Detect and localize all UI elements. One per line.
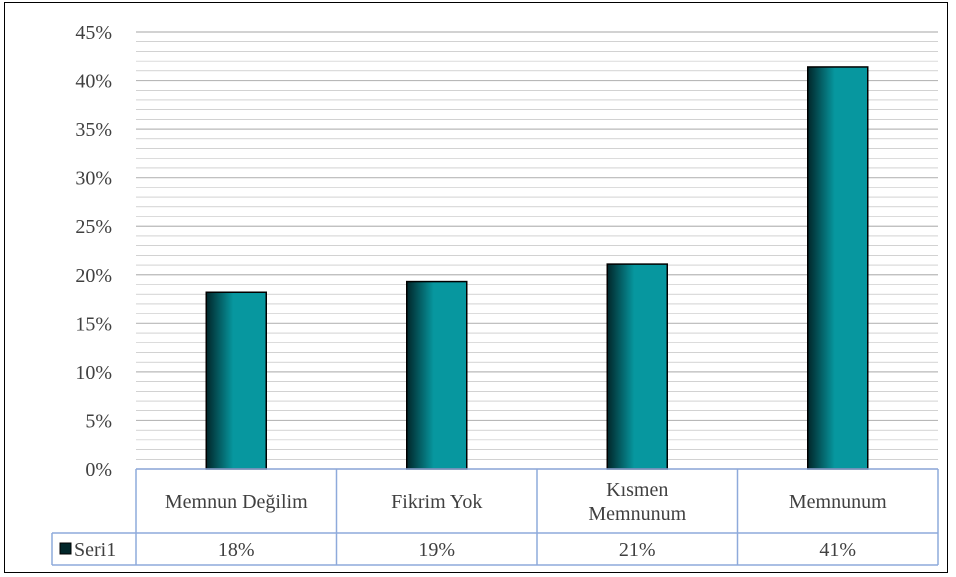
y-tick-label: 20% (75, 265, 112, 287)
category-label: Memnunum (588, 503, 686, 525)
data-label: 19% (418, 539, 455, 561)
data-label: 41% (819, 539, 856, 561)
bar (807, 66, 869, 470)
chart-frame (4, 2, 948, 573)
category-label: Kısmen (606, 479, 668, 501)
y-tick-label: 35% (75, 119, 112, 141)
bar (406, 280, 468, 470)
category-label: Memnun Değilim (165, 491, 308, 513)
y-tick-label: 30% (75, 168, 112, 190)
bar (205, 291, 267, 470)
bars (205, 66, 869, 470)
y-axis-ticks: 0% 5% 10% 15% 20% 25% 30% 35% 40% 45% (75, 22, 112, 481)
y-tick-label: 45% (75, 22, 112, 44)
data-label: 21% (619, 539, 656, 561)
bar (606, 263, 668, 470)
y-tick-label: 40% (75, 71, 112, 93)
series-name: Seri1 (74, 539, 116, 561)
y-tick-label: 10% (75, 362, 112, 384)
y-tick-label: 0% (85, 459, 112, 481)
y-tick-label: 25% (75, 216, 112, 238)
category-label: Memnunum (789, 491, 887, 513)
legend-key-icon (59, 542, 72, 555)
y-tick-label: 5% (85, 410, 112, 432)
y-tick-label: 15% (75, 313, 112, 335)
category-label: Fikrim Yok (391, 491, 482, 513)
data-label: 18% (218, 539, 255, 561)
data-table: Memnun Değilim Fikrim YokKısmenMemnunumMe… (51, 468, 939, 566)
